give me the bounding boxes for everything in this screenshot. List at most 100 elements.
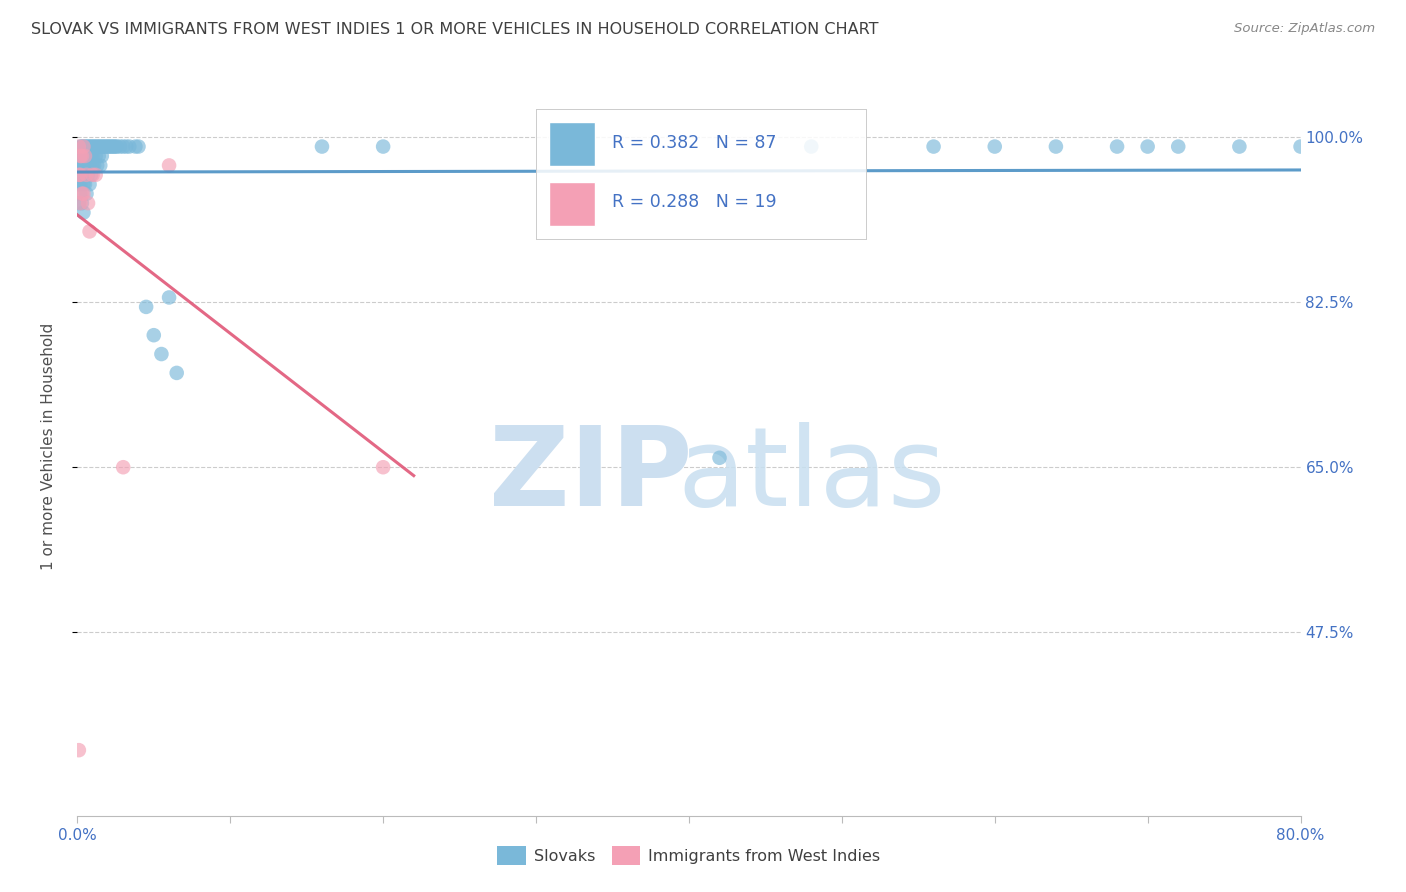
Y-axis label: 1 or more Vehicles in Household: 1 or more Vehicles in Household	[42, 322, 56, 570]
Point	[70, 158, 93, 172]
Point	[72, 205, 94, 219]
Point	[157, 290, 180, 304]
Point	[77, 139, 100, 153]
Point	[77, 168, 100, 182]
Point	[82, 158, 104, 172]
Point	[87, 139, 110, 153]
Point	[69, 158, 91, 172]
Point	[90, 139, 112, 153]
Point	[1289, 139, 1312, 153]
Point	[166, 366, 188, 380]
Point	[80, 139, 103, 153]
Point	[79, 224, 101, 238]
Point	[98, 139, 121, 153]
Point	[94, 139, 117, 153]
Point	[89, 158, 111, 172]
Point	[70, 186, 93, 201]
Point	[86, 139, 108, 153]
Point	[72, 139, 94, 153]
Point	[105, 139, 128, 153]
Point	[80, 168, 103, 182]
Point	[73, 158, 96, 172]
Point	[73, 178, 96, 192]
Point	[69, 196, 91, 211]
Point	[77, 149, 100, 163]
Point	[69, 149, 91, 163]
Point	[127, 139, 149, 153]
Point	[1045, 139, 1067, 153]
Point	[67, 168, 90, 182]
Point	[112, 460, 135, 475]
Point	[1167, 139, 1189, 153]
Legend: Slovaks, Immigrants from West Indies: Slovaks, Immigrants from West Indies	[491, 840, 887, 871]
Point	[73, 139, 96, 153]
Point	[124, 139, 146, 153]
Point	[79, 158, 101, 172]
Point	[79, 149, 101, 163]
Point	[91, 139, 114, 153]
Text: atlas: atlas	[678, 422, 945, 529]
Point	[67, 139, 90, 153]
Point	[76, 149, 98, 163]
Point	[80, 149, 103, 163]
Point	[82, 149, 104, 163]
Point	[83, 158, 105, 172]
Point	[922, 139, 945, 153]
Point	[79, 178, 101, 192]
Point	[709, 450, 731, 465]
Point	[79, 139, 101, 153]
Point	[76, 139, 98, 153]
Point	[90, 149, 112, 163]
Point	[70, 149, 93, 163]
Point	[150, 347, 173, 361]
Point	[69, 149, 91, 163]
Point	[82, 168, 104, 182]
Point	[86, 158, 108, 172]
Point	[70, 149, 93, 163]
Point	[157, 158, 180, 172]
Point	[118, 139, 141, 153]
Point	[69, 168, 91, 182]
Point	[142, 328, 165, 343]
Point	[73, 149, 96, 163]
Point	[67, 168, 90, 182]
Point	[115, 139, 138, 153]
Point	[82, 139, 104, 153]
Point	[67, 158, 90, 172]
Point	[67, 196, 90, 211]
Point	[371, 460, 394, 475]
Point	[103, 139, 125, 153]
Point	[69, 139, 91, 153]
Point	[70, 139, 93, 153]
Point	[72, 149, 94, 163]
Point	[67, 178, 90, 192]
Point	[108, 139, 131, 153]
Point	[96, 139, 118, 153]
Point	[76, 168, 98, 182]
Point	[84, 168, 107, 182]
Point	[76, 168, 98, 182]
Point	[76, 186, 98, 201]
Text: SLOVAK VS IMMIGRANTS FROM WEST INDIES 1 OR MORE VEHICLES IN HOUSEHOLD CORRELATIO: SLOVAK VS IMMIGRANTS FROM WEST INDIES 1 …	[31, 22, 879, 37]
Point	[104, 139, 127, 153]
Point	[77, 196, 100, 211]
Point	[135, 300, 157, 314]
Point	[67, 743, 90, 757]
Point	[1107, 139, 1129, 153]
Point	[69, 168, 91, 182]
Point	[311, 139, 333, 153]
Point	[1229, 139, 1251, 153]
Point	[72, 178, 94, 192]
Point	[84, 149, 107, 163]
Point	[101, 139, 124, 153]
Point	[84, 139, 107, 153]
Point	[89, 139, 111, 153]
Point	[69, 178, 91, 192]
Point	[72, 139, 94, 153]
Point	[83, 139, 105, 153]
Point	[371, 139, 394, 153]
Point	[70, 168, 93, 182]
Point	[73, 149, 96, 163]
Point	[112, 139, 135, 153]
Point	[72, 158, 94, 172]
